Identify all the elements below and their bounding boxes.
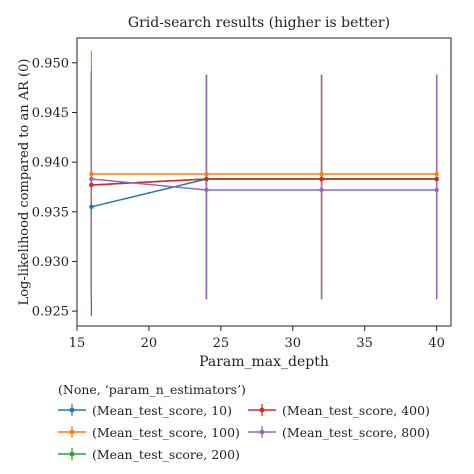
- y-tick-label: 0.930: [32, 255, 69, 270]
- legend-swatch-100: [58, 426, 86, 438]
- legend-item: (Mean_test_score, 800): [248, 422, 430, 442]
- data-point: [89, 182, 94, 188]
- series-line: [91, 178, 437, 186]
- legend-item: (Mean_test_score, 200): [58, 444, 248, 464]
- y-tick-label: 0.950: [32, 56, 69, 71]
- legend-label: (Mean_test_score, 200): [92, 446, 240, 462]
- legend-label: (Mean_test_score, 800): [282, 424, 430, 440]
- series-markers: [89, 171, 439, 210]
- legend-label: (Mean_test_score, 10): [92, 402, 232, 418]
- data-point: [319, 171, 324, 177]
- data-point: [204, 176, 209, 182]
- legend-label: (Mean_test_score, 400): [282, 402, 430, 418]
- legend-swatch-400: [248, 404, 276, 416]
- x-axis: 15 20 25 30 35 40: [69, 326, 445, 351]
- legend-item: (Mean_test_score, 10): [58, 400, 248, 420]
- data-point: [319, 176, 324, 182]
- data-point: [89, 176, 94, 182]
- y-tick-label: 0.940: [32, 156, 69, 171]
- legend-title: (None, ‘param_n_estimators’): [58, 382, 246, 397]
- legend-swatch-800: [248, 426, 276, 438]
- x-tick-label: 30: [284, 336, 301, 351]
- y-axis-label: Log-likelihood compared to an AR (0): [17, 59, 32, 306]
- data-point: [319, 187, 324, 193]
- x-tick-label: 35: [356, 336, 373, 351]
- data-point: [204, 171, 209, 177]
- error-bars: [90, 50, 438, 317]
- y-axis: 0.925 0.930 0.935 0.940 0.945 0.950: [32, 56, 77, 320]
- legend-item: (Mean_test_score, 100): [58, 422, 248, 442]
- data-point: [89, 171, 94, 177]
- x-axis-label: Param_max_depth: [199, 354, 329, 370]
- legend: (None, ‘param_n_estimators’) (Mean_test_…: [58, 380, 458, 464]
- legend-item: (Mean_test_score, 400): [248, 400, 430, 420]
- x-tick-label: 20: [141, 336, 158, 351]
- y-tick-label: 0.935: [32, 205, 69, 220]
- data-point: [204, 187, 209, 193]
- x-tick-label: 15: [69, 336, 86, 351]
- chart-title: Grid-search results (higher is better): [128, 15, 390, 31]
- y-tick-label: 0.925: [32, 305, 69, 320]
- plot-area: [76, 37, 452, 327]
- data-point: [89, 204, 94, 210]
- data-point: [434, 187, 439, 193]
- legend-swatch-10: [58, 404, 86, 416]
- y-tick-label: 0.945: [32, 106, 69, 121]
- legend-swatch-200: [58, 448, 86, 460]
- data-point: [434, 171, 439, 177]
- x-tick-label: 25: [213, 336, 230, 351]
- series-lines: [91, 173, 437, 208]
- series-line: [91, 178, 437, 191]
- legend-label: (Mean_test_score, 100): [92, 424, 240, 440]
- x-tick-label: 40: [428, 336, 445, 351]
- data-point: [434, 176, 439, 182]
